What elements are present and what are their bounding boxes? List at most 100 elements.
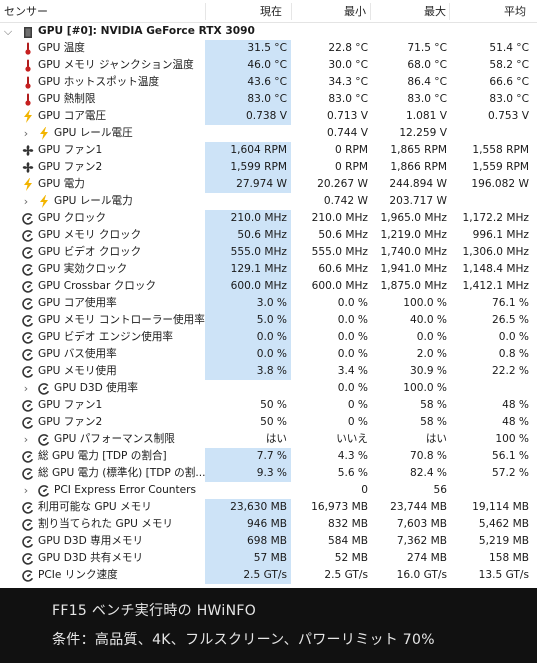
fan-icon bbox=[22, 161, 34, 174]
value-min: 5.6 % bbox=[291, 465, 370, 482]
value-current: 9.3 % bbox=[205, 465, 291, 482]
column-header-current[interactable]: 現在 bbox=[260, 0, 282, 23]
table-row[interactable]: GPU メモリ クロック 50.6 MHz 50.6 MHz 1,219.0 MHz 9… bbox=[0, 227, 537, 244]
lightning-bolt-icon bbox=[22, 110, 34, 123]
table-row[interactable]: GPU ビデオ クロック 555.0 MHz 555.0 MHz 1,740.0 MH… bbox=[0, 244, 537, 261]
table-row[interactable]: GPU コア電圧 0.738 V 0.713 V 1.081 V 0.753 V bbox=[0, 108, 537, 125]
sensor-label: GPU D3D 使用率 bbox=[54, 380, 138, 397]
table-row[interactable]: GPU D3D 専用メモリ 698 MB 584 MB 7,362 MB 5,219 M… bbox=[0, 533, 537, 550]
table-row[interactable]: › GPU レール電圧 0.744 V 12.259 V bbox=[0, 125, 537, 142]
value-max: 12.259 V bbox=[370, 125, 449, 142]
table-row[interactable]: GPU 電力 27.974 W 20.267 W 244.894 W 196.082 W bbox=[0, 176, 537, 193]
column-header-avg[interactable]: 平均 bbox=[504, 0, 526, 23]
value-current: 1,604 RPM bbox=[205, 142, 291, 159]
thermometer-icon bbox=[22, 76, 34, 89]
table-row[interactable]: › GPU D3D 使用率 0.0 % 100.0 % bbox=[0, 380, 537, 397]
gauge-icon bbox=[38, 433, 50, 446]
value-min: 0.744 V bbox=[291, 125, 370, 142]
value-min: 60.6 MHz bbox=[291, 261, 370, 278]
value-max: 0.0 % bbox=[370, 329, 449, 346]
column-separator[interactable] bbox=[291, 3, 292, 20]
sensor-label: 総 GPU 電力 [TDP の割合] bbox=[38, 448, 167, 465]
value-current: 50 % bbox=[205, 397, 291, 414]
table-row[interactable]: PCIe リンク速度 2.5 GT/s 2.5 GT/s 16.0 GT/s 13.5 … bbox=[0, 567, 537, 584]
table-row[interactable]: › GPU パフォーマンス制限 はい いいえ はい 100 % bbox=[0, 431, 537, 448]
value-min: 0.713 V bbox=[291, 108, 370, 125]
table-row[interactable]: 総 GPU 電力 [TDP の割合] 7.7 % 4.3 % 70.8 % 56.1 % bbox=[0, 448, 537, 465]
table-row[interactable]: › PCI Express Error Counters 0 56 bbox=[0, 482, 537, 499]
gauge-icon bbox=[22, 348, 34, 361]
sensor-label: GPU ビデオ クロック bbox=[38, 244, 141, 261]
value-current: 698 MB bbox=[205, 533, 291, 550]
chevron-right-icon[interactable]: › bbox=[21, 380, 31, 397]
value-current: 3.8 % bbox=[205, 363, 291, 380]
value-avg: 13.5 GT/s bbox=[449, 567, 533, 584]
value-max: 86.4 °C bbox=[370, 74, 449, 91]
value-avg: 56.1 % bbox=[449, 448, 533, 465]
table-row[interactable]: GPU 熱制限 83.0 °C 83.0 °C 83.0 °C 83.0 °C bbox=[0, 91, 537, 108]
chevron-right-icon[interactable]: › bbox=[21, 431, 31, 448]
sensor-label: GPU 実効クロック bbox=[38, 261, 127, 278]
value-current: 7.7 % bbox=[205, 448, 291, 465]
table-row[interactable]: GPU ファン1 50 % 0 % 58 % 48 % bbox=[0, 397, 537, 414]
column-separator[interactable] bbox=[449, 3, 450, 20]
value-max: 274 MB bbox=[370, 550, 449, 567]
gauge-icon bbox=[22, 246, 34, 259]
table-row[interactable]: GPU ファン2 1,599 RPM 0 RPM 1,866 RPM 1,559 RPM bbox=[0, 159, 537, 176]
table-row[interactable]: GPU バス使用率 0.0 % 0.0 % 2.0 % 0.8 % bbox=[0, 346, 537, 363]
chevron-right-icon[interactable]: › bbox=[21, 125, 31, 142]
column-header-sensor[interactable]: センサー bbox=[4, 0, 48, 23]
column-header-max[interactable]: 最大 bbox=[424, 0, 446, 23]
sensor-label: GPU メモリ コントローラー使用率 bbox=[38, 312, 205, 329]
table-row[interactable]: GPU ホットスポット温度 43.6 °C 34.3 °C 86.4 °C 66.6 °… bbox=[0, 74, 537, 91]
gauge-icon bbox=[22, 535, 34, 548]
column-separator[interactable] bbox=[205, 3, 206, 20]
value-avg: 1,558 RPM bbox=[449, 142, 533, 159]
table-row[interactable]: 総 GPU 電力 (標準化) [TDP の割... 9.3 % 5.6 % 82.4 … bbox=[0, 465, 537, 482]
value-avg: 22.2 % bbox=[449, 363, 533, 380]
table-row[interactable]: GPU ビデオ エンジン使用率 0.0 % 0.0 % 0.0 % 0.0 % bbox=[0, 329, 537, 346]
column-header: センサー 現在 最小 最大 平均 bbox=[0, 0, 537, 23]
value-min: 0.0 % bbox=[291, 346, 370, 363]
table-row[interactable]: GPU Crossbar クロック 600.0 MHz 600.0 MHz 1,875… bbox=[0, 278, 537, 295]
value-current: 50.6 MHz bbox=[205, 227, 291, 244]
table-row[interactable]: 割り当てられた GPU メモリ 946 MB 832 MB 7,603 MB 5,462… bbox=[0, 516, 537, 533]
table-row[interactable]: GPU クロック 210.0 MHz 210.0 MHz 1,965.0 MHz 1,1… bbox=[0, 210, 537, 227]
value-max: 83.0 °C bbox=[370, 91, 449, 108]
value-max: 7,362 MB bbox=[370, 533, 449, 550]
table-row[interactable]: GPU ファン1 1,604 RPM 0 RPM 1,865 RPM 1,558 RPM bbox=[0, 142, 537, 159]
chevron-down-icon[interactable]: ⌵ bbox=[3, 23, 13, 40]
table-row[interactable]: GPU メモリ使用 3.8 % 3.4 % 30.9 % 22.2 % bbox=[0, 363, 537, 380]
table-row[interactable]: GPU 実効クロック 129.1 MHz 60.6 MHz 1,941.0 MHz 1,… bbox=[0, 261, 537, 278]
sensor-label: GPU コア電圧 bbox=[38, 108, 106, 125]
value-min: 34.3 °C bbox=[291, 74, 370, 91]
table-row[interactable]: GPU メモリ コントローラー使用率 5.0 % 0.0 % 40.0 % 26.5 % bbox=[0, 312, 537, 329]
value-max: 1,740.0 MHz bbox=[370, 244, 449, 261]
value-min: 555.0 MHz bbox=[291, 244, 370, 261]
value-avg: 996.1 MHz bbox=[449, 227, 533, 244]
table-row[interactable]: GPU メモリ ジャンクション温度 46.0 °C 30.0 °C 68.0 °C 58… bbox=[0, 57, 537, 74]
table-row[interactable]: GPU D3D 共有メモリ 57 MB 52 MB 274 MB 158 MB bbox=[0, 550, 537, 567]
sensor-label: GPU ファン2 bbox=[38, 414, 102, 431]
chevron-right-icon[interactable]: › bbox=[21, 482, 31, 499]
sensor-label: GPU D3D 専用メモリ bbox=[38, 533, 143, 550]
table-row[interactable]: GPU ファン2 50 % 0 % 58 % 48 % bbox=[0, 414, 537, 431]
value-min: 0.0 % bbox=[291, 295, 370, 312]
gauge-icon bbox=[22, 552, 34, 565]
column-header-min[interactable]: 最小 bbox=[344, 0, 366, 23]
sensor-label: GPU メモリ使用 bbox=[38, 363, 117, 380]
caption-line-1: FF15 ベンチ実行時の HWiNFO bbox=[52, 600, 256, 620]
gauge-icon bbox=[38, 484, 50, 497]
column-separator[interactable] bbox=[370, 3, 371, 20]
sensor-label: GPU バス使用率 bbox=[38, 346, 117, 363]
sensor-label: GPU 熱制限 bbox=[38, 91, 96, 108]
table-row[interactable]: 利用可能な GPU メモリ 23,630 MB 16,973 MB 23,744 MB… bbox=[0, 499, 537, 516]
table-row[interactable]: GPU 温度 31.5 °C 22.8 °C 71.5 °C 51.4 °C bbox=[0, 40, 537, 57]
value-min: 0.742 W bbox=[291, 193, 370, 210]
gpu-group-row[interactable]: ⌵ GPU [#0]: NVIDIA GeForce RTX 3090 bbox=[0, 23, 537, 40]
lightning-bolt-icon bbox=[22, 178, 34, 191]
value-current: 5.0 % bbox=[205, 312, 291, 329]
chevron-right-icon[interactable]: › bbox=[21, 193, 31, 210]
table-row[interactable]: › GPU レール電力 0.742 W 203.717 W bbox=[0, 193, 537, 210]
table-row[interactable]: GPU コア使用率 3.0 % 0.0 % 100.0 % 76.1 % bbox=[0, 295, 537, 312]
